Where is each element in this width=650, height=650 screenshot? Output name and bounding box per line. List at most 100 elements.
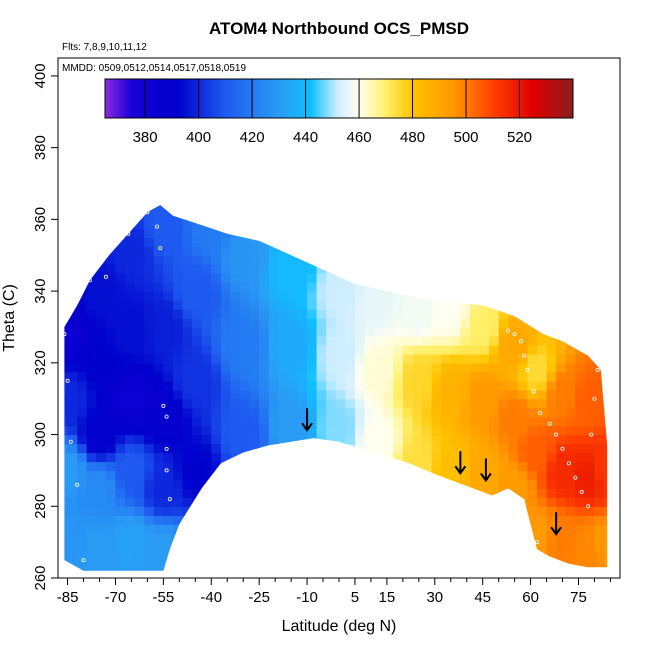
heatmap-cell: [479, 416, 490, 427]
heatmap-cell: [259, 344, 270, 355]
heatmap-cell: [86, 542, 97, 552]
heatmap-cell: [326, 353, 337, 364]
heatmap-cell: [230, 380, 241, 391]
heatmap-cell: [584, 425, 596, 436]
heatmap-cell: [182, 452, 193, 463]
heatmap-cell: [163, 470, 174, 480]
heatmap-cell: [278, 255, 289, 265]
heatmap-cell: [211, 246, 222, 256]
heatmap-cell: [584, 353, 596, 364]
heatmap-cell: [374, 434, 385, 445]
heatmap-cell: [240, 327, 251, 337]
heatmap-cell: [173, 255, 184, 265]
heatmap-cell: [67, 515, 78, 525]
heatmap-cell: [508, 318, 519, 328]
heatmap-cell: [422, 389, 433, 400]
heatmap-cell: [125, 569, 136, 571]
heatmap-cell: [489, 434, 500, 445]
heatmap-cell: [594, 551, 605, 561]
heatmap-cell: [201, 461, 212, 471]
heatmap-cell: [153, 398, 164, 409]
heatmap-cell: [489, 479, 500, 489]
heatmap-cell: [565, 434, 576, 445]
dates-note: MMDD: 0509,0512,0514,0517,0518,0519: [62, 63, 246, 74]
heatmap-cell: [335, 407, 346, 418]
heatmap-cell: [460, 371, 471, 382]
heatmap-cell: [287, 344, 299, 355]
heatmap-cell: [220, 237, 232, 247]
annotation-arrow: [301, 408, 313, 432]
heatmap-cell: [153, 569, 164, 571]
heatmap-cell: [594, 542, 605, 552]
heatmap-cell: [469, 309, 481, 319]
heatmap-cell: [460, 470, 471, 480]
x-tick-label: -85: [57, 589, 79, 606]
heatmap-cell: [182, 344, 193, 355]
sample-point: [541, 554, 546, 559]
heatmap-cell: [584, 434, 596, 445]
heatmap-cell: [220, 407, 232, 418]
heatmap-cell: [556, 380, 567, 391]
heatmap-cell: [67, 542, 78, 552]
heatmap-cell: [134, 389, 145, 400]
heatmap-cell: [383, 443, 394, 454]
heatmap-cell: [402, 371, 414, 382]
heatmap-cell: [278, 389, 289, 400]
heatmap-cell: [584, 362, 596, 373]
heatmap-cell: [163, 434, 174, 445]
heatmap-cell: [64, 353, 69, 364]
heatmap-cell: [268, 264, 279, 274]
heatmap-cell: [115, 291, 126, 301]
heatmap-cell: [498, 434, 509, 445]
heatmap-cell: [460, 425, 471, 436]
heatmap-cell: [422, 353, 433, 364]
heatmap-cell: [584, 488, 596, 498]
heatmap-cell: [125, 497, 136, 507]
heatmap-cell: [431, 398, 442, 409]
heatmap-cell: [125, 255, 136, 265]
heatmap-cell: [163, 497, 174, 507]
heatmap-cell: [355, 291, 366, 301]
heatmap-cell: [297, 273, 308, 283]
heatmap-cell: [450, 416, 461, 427]
heatmap-cell: [134, 524, 145, 534]
heatmap-cell: [469, 318, 481, 328]
heatmap-cell: [220, 362, 232, 373]
heatmap-cell: [163, 228, 174, 238]
heatmap-cell: [86, 560, 97, 570]
heatmap-cell: [115, 443, 126, 454]
heatmap-cell: [173, 371, 184, 382]
heatmap-cell: [402, 434, 414, 445]
heatmap-cell: [297, 318, 308, 328]
heatmap-cell: [144, 246, 155, 256]
heatmap-cell: [575, 407, 586, 418]
heatmap-cell: [307, 389, 318, 400]
heatmap-cell: [575, 461, 586, 471]
heatmap-cell: [192, 255, 203, 265]
heatmap-cell: [469, 362, 481, 373]
heatmap-cell: [422, 335, 433, 346]
heatmap-cell: [393, 335, 404, 346]
heatmap-cell: [307, 273, 318, 283]
heatmap-cell: [575, 416, 586, 427]
heatmap-cell: [489, 398, 500, 409]
heatmap-cell: [345, 398, 356, 409]
heatmap-cell: [67, 309, 78, 319]
heatmap-cell: [125, 327, 136, 337]
heatmap-cell: [450, 353, 461, 364]
heatmap-cell: [364, 309, 375, 319]
heatmap-cell: [316, 416, 327, 427]
heatmap-cell: [556, 542, 567, 552]
heatmap-cell: [326, 380, 337, 391]
heatmap-cell: [230, 344, 241, 355]
heatmap-cell: [249, 273, 260, 283]
heatmap-cell: [335, 291, 346, 301]
heatmap-cell: [182, 273, 193, 283]
heatmap-cell: [125, 434, 136, 445]
heatmap-cell: [96, 506, 107, 516]
heatmap-cell: [498, 380, 509, 391]
heatmap-cell: [594, 398, 605, 409]
heatmap-cell: [556, 452, 567, 463]
heatmap-cell: [182, 479, 193, 489]
heatmap-cell: [383, 362, 394, 373]
